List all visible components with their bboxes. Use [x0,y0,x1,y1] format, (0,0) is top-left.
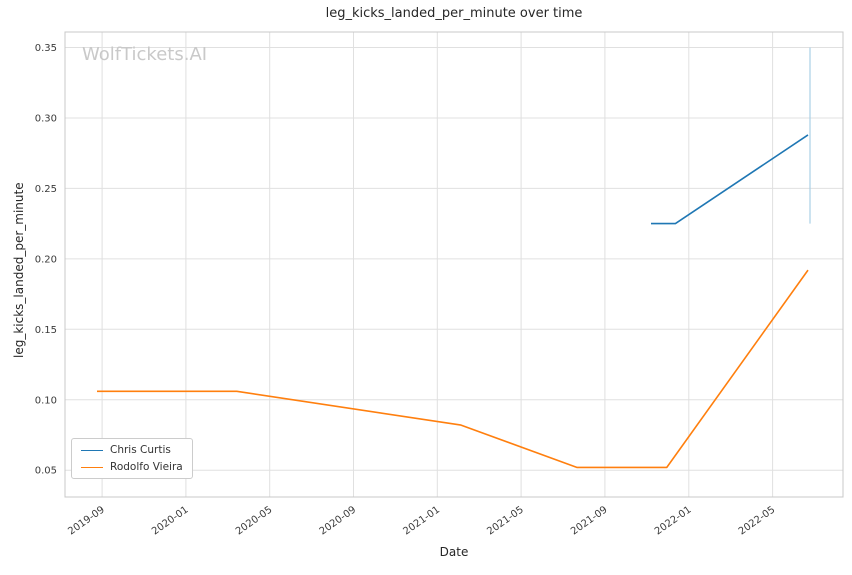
series-line [97,269,809,469]
plot-border [64,31,844,498]
y-tick-label: 0.35 [35,43,57,54]
y-axis-label: leg_kicks_landed_per_minute [12,182,26,358]
x-tick-label: 2022-05 [737,504,778,537]
chart-title: leg_kicks_landed_per_minute over time [325,6,583,21]
y-tick-label: 0.15 [35,325,57,336]
x-tick-label: 2022-01 [653,504,694,537]
watermark: WolfTickets.AI [82,44,208,65]
x-tick-label: 2021-09 [569,504,610,537]
legend: Chris Curtis Rodolfo Vieira [71,438,193,479]
x-tick-label: 2019-09 [66,504,107,537]
y-tick-label: 0.05 [35,466,57,477]
legend-entry: Rodolfo Vieira [81,461,183,473]
legend-label: Chris Curtis [110,444,171,456]
x-tick-label: 2020-09 [318,504,359,537]
x-axis-label: Date [439,545,469,559]
legend-entry: Chris Curtis [81,444,183,456]
series-line [651,134,809,225]
y-tick-label: 0.10 [35,395,57,406]
x-tick-label: 2020-01 [150,504,191,537]
y-tick-label: 0.30 [35,114,57,125]
x-tick-label: 2021-05 [485,504,526,537]
y-tick-label: 0.25 [35,184,57,195]
legend-label: Rodolfo Vieira [110,461,183,473]
x-tick-label: 2021-01 [401,504,442,537]
legend-line-swatch [81,449,103,451]
x-tick-label: 2020-05 [234,504,275,537]
legend-line-swatch [81,466,103,468]
y-tick-label: 0.20 [35,254,57,265]
